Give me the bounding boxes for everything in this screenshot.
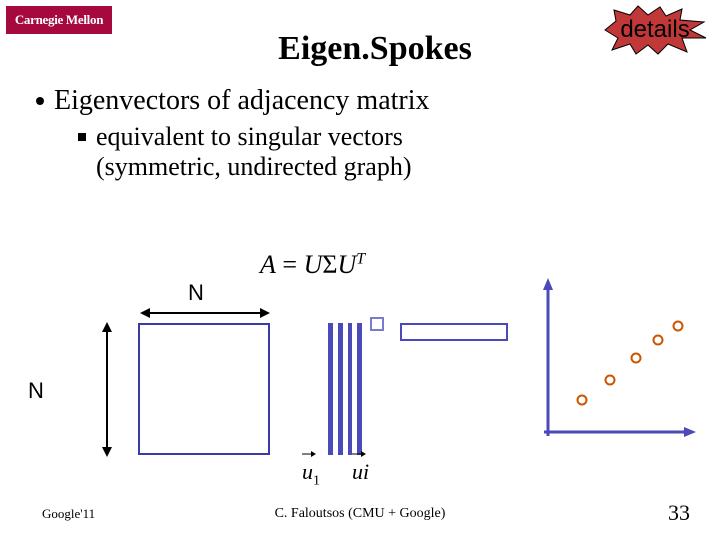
adjacency-matrix-box bbox=[138, 323, 270, 455]
u1-sub: 1 bbox=[313, 473, 320, 488]
bullet-dot-icon bbox=[36, 97, 44, 105]
eq-sigma: Σ bbox=[322, 250, 337, 279]
bullet-main: Eigenvectors of adjacency matrix bbox=[36, 85, 430, 117]
u-column-stripe bbox=[328, 323, 333, 455]
bullet-sub: equivalent to singular vectors (symmetri… bbox=[78, 122, 412, 182]
ui-u: u bbox=[352, 459, 363, 484]
eq-U2: U bbox=[337, 250, 356, 279]
u-column-stripe bbox=[357, 323, 362, 455]
sigma-box bbox=[370, 317, 384, 331]
vector-arrow-icon bbox=[302, 451, 316, 457]
eq-equals: = bbox=[276, 250, 304, 279]
vector-u1-label: u1 bbox=[302, 459, 320, 489]
u-transpose-box bbox=[400, 323, 508, 341]
bullet-sub-line2: (symmetric, undirected graph) bbox=[96, 152, 412, 181]
u1-u: u bbox=[302, 459, 313, 484]
x-axis-arrow-icon bbox=[684, 427, 696, 437]
eq-U1: U bbox=[304, 250, 323, 279]
scatter-points bbox=[578, 322, 683, 405]
vector-arrow-icon bbox=[352, 451, 366, 457]
slide-title: Eigen.Spokes bbox=[0, 30, 720, 68]
u-column-stripe bbox=[338, 323, 343, 455]
ee-scatter-plot bbox=[540, 276, 698, 442]
scatter-point bbox=[632, 354, 641, 363]
bullet-main-text: Eigenvectors of adjacency matrix bbox=[54, 85, 430, 116]
svd-equation: A = UΣUT bbox=[260, 250, 365, 280]
footer-author: C. Faloutsos (CMU + Google) bbox=[0, 506, 720, 522]
scatter-point bbox=[674, 322, 683, 331]
u-column-stripe bbox=[348, 323, 353, 455]
bullet-square-icon bbox=[78, 133, 86, 141]
y-axis-arrow-icon bbox=[543, 278, 553, 290]
n-label-side: N bbox=[28, 378, 44, 404]
vector-ui-label: ui bbox=[352, 459, 369, 485]
scatter-point bbox=[606, 376, 615, 385]
u-columns-diagram bbox=[328, 323, 362, 455]
eq-A: A bbox=[260, 250, 276, 279]
n-label-top: N bbox=[188, 280, 204, 306]
bullet-sub-line1: equivalent to singular vectors bbox=[96, 122, 403, 151]
horizontal-double-arrow-icon bbox=[140, 306, 270, 320]
eq-T: T bbox=[356, 250, 365, 267]
scatter-point bbox=[578, 396, 587, 405]
footer-slide-number: 33 bbox=[668, 500, 690, 526]
scatter-point bbox=[654, 336, 663, 345]
vertical-double-arrow-icon bbox=[100, 322, 114, 457]
ui-sub: i bbox=[363, 459, 369, 484]
